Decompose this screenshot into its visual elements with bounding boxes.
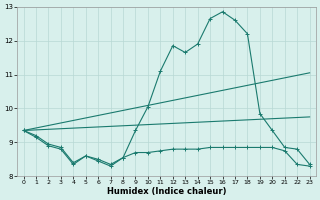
X-axis label: Humidex (Indice chaleur): Humidex (Indice chaleur) <box>107 187 226 196</box>
